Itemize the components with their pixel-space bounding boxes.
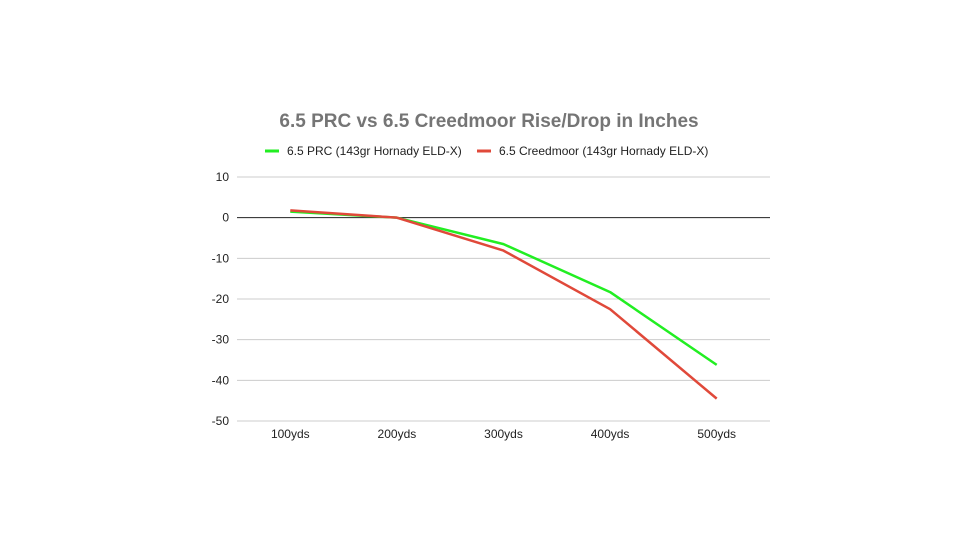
series-line-creedmoor [290, 209, 718, 400]
y-tick-label: -40 [212, 373, 230, 387]
legend-label-prc: 6.5 PRC (143gr Hornady ELD-X) [287, 144, 462, 158]
x-tick-label: 100yds [271, 427, 310, 441]
x-tick-label: 300yds [484, 427, 523, 441]
y-tick-label: 10 [216, 170, 230, 184]
grid [237, 176, 770, 422]
y-axis-ticks: 10 0 -10 -20 -30 -40 -50 [212, 170, 230, 428]
x-tick-label: 400yds [591, 427, 630, 441]
legend: 6.5 PRC (143gr Hornady ELD-X) 6.5 Creedm… [265, 144, 708, 158]
y-tick-label: -20 [212, 292, 230, 306]
series-lines [290, 209, 718, 400]
y-tick-label: 0 [222, 211, 229, 225]
legend-label-creedmoor: 6.5 Creedmoor (143gr Hornady ELD-X) [499, 144, 708, 158]
y-tick-label: -50 [212, 414, 230, 428]
chart-title: 6.5 PRC vs 6.5 Creedmoor Rise/Drop in In… [279, 111, 698, 132]
x-axis-ticks: 100yds 200yds 300yds 400yds 500yds [271, 427, 736, 441]
y-tick-label: -30 [212, 333, 230, 347]
y-tick-label: -10 [212, 251, 230, 265]
x-tick-label: 200yds [378, 427, 417, 441]
series-line-prc [290, 210, 718, 366]
x-tick-label: 500yds [697, 427, 736, 441]
